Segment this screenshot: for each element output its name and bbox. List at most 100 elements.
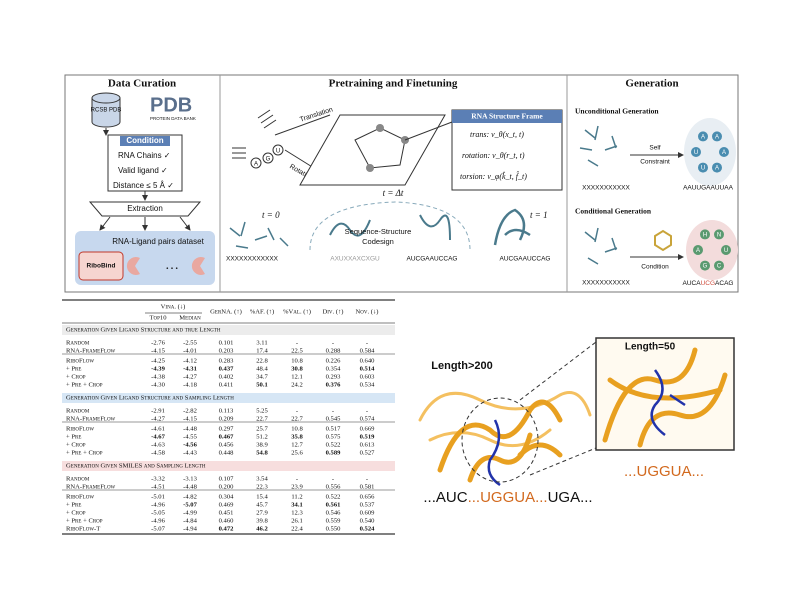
halo: [686, 220, 738, 280]
cell: -4.58: [151, 450, 165, 457]
cell: 0.203: [219, 348, 235, 355]
sequence: XXXXXXXXXXXX: [226, 256, 279, 263]
condition: Distance ≤ 5 Å ✓: [113, 181, 174, 190]
graph-node-label: A: [722, 150, 726, 156]
section-title: Data Curation: [108, 78, 176, 90]
cell: 0.437: [219, 366, 235, 373]
cell: -5.01: [151, 494, 165, 501]
cell: -4.43: [183, 450, 197, 457]
cell: -2.82: [183, 408, 197, 415]
nucleotide: [272, 144, 284, 156]
halo: [684, 118, 736, 186]
cell: -4.51: [151, 484, 165, 491]
pdb-subtitle: PROTEIN DATA BANK: [150, 116, 196, 121]
cell: 22.7: [256, 416, 268, 423]
condition: RNA Chains ✓: [118, 151, 171, 160]
row-label: + Crop: [66, 442, 86, 449]
cell: 0.288: [326, 348, 342, 355]
atom: [366, 164, 374, 172]
cell: 22.4: [291, 526, 303, 533]
structure-panel: Length>200 Length=50 ...AUC...UGGUA...UG…: [418, 337, 735, 506]
seq-part: AUCA: [683, 280, 702, 287]
cell: 0.574: [360, 416, 376, 423]
section-band: [62, 393, 395, 403]
cell: -4.96: [151, 502, 165, 509]
rna-strand: [602, 347, 728, 448]
rna-strand: [437, 399, 563, 483]
cell: 0.460: [219, 518, 235, 525]
seq-part: UGA...: [548, 489, 593, 506]
graph-node: [691, 147, 701, 157]
row-label: RiboFlow: [66, 358, 94, 365]
cell: -4.12: [183, 358, 197, 365]
cell: 0.514: [360, 366, 376, 373]
short-sequence: ...UGGUA...: [624, 463, 704, 480]
row-label: + Pre + Crop: [66, 518, 103, 525]
section-band: [62, 325, 395, 335]
cell: -4.27: [183, 374, 197, 381]
length-label: Length=50: [625, 342, 676, 353]
row-label: + Pre: [66, 366, 81, 373]
cell: -3.13: [183, 476, 197, 483]
cell: 3.54: [256, 476, 268, 483]
database-icon: [91, 92, 121, 128]
ligand: [487, 419, 501, 487]
section-title: Generation Given Ligand Structure and Sa…: [66, 395, 234, 402]
long-sequence: ...AUC...UGGUA...UGA...: [423, 489, 592, 506]
cell: 11.2: [291, 494, 302, 501]
cell: 0.101: [219, 340, 234, 347]
nucleotide: [262, 152, 274, 164]
cell: -4.94: [183, 526, 197, 533]
codesign: Codesign: [362, 237, 394, 246]
frames-random: [584, 227, 618, 265]
cell: -: [296, 340, 298, 347]
graph-node-label: G: [703, 264, 708, 270]
graph-node-label: U: [694, 150, 698, 156]
frame-header: [452, 110, 562, 123]
cell: 3.11: [256, 340, 267, 347]
cell: 12.1: [291, 374, 303, 381]
cell: -: [366, 408, 368, 415]
cell: -: [332, 476, 334, 483]
row-label: RiboFlow: [66, 494, 94, 501]
frame-line: trans: v_θ(x_t, t): [470, 130, 524, 139]
cell: -: [332, 408, 334, 415]
cell: -2.55: [183, 340, 197, 347]
cell: 0.304: [219, 494, 235, 501]
cell: 0.540: [360, 518, 376, 525]
graph-node-label: C: [717, 264, 722, 270]
intermediate-structure: [329, 214, 451, 241]
cell: 0.603: [360, 374, 376, 381]
cell: 17.4: [256, 348, 268, 355]
extraction: Extraction: [127, 204, 163, 213]
rna-strand: [418, 391, 592, 448]
row-label: Random: [66, 476, 90, 483]
graph-node-label: A: [701, 134, 705, 140]
final-structure: [493, 208, 531, 246]
cell: -5.07: [183, 502, 197, 509]
arrow-label: Condition: [641, 264, 669, 271]
frame-title: RNA Structure Frame: [471, 112, 543, 121]
cell: 24.2: [291, 382, 303, 389]
cell: 0.589: [326, 450, 342, 457]
arrow: [179, 216, 191, 231]
nucleotide-label: U: [276, 149, 280, 155]
cell: -3.32: [151, 476, 165, 483]
cell: 0.472: [219, 526, 235, 533]
cell: 39.8: [256, 518, 268, 525]
cell: 0.411: [219, 382, 234, 389]
cell: 22.3: [256, 484, 268, 491]
cell: 0.226: [326, 358, 342, 365]
graph-node-label: A: [715, 134, 719, 140]
condition-title: Condition: [126, 136, 163, 145]
cell: 45.7: [256, 502, 268, 509]
cell: 27.9: [256, 510, 268, 517]
graph-node: [700, 229, 710, 240]
graph-node: [693, 245, 703, 255]
pair-icon: [126, 257, 140, 275]
cell: 0.200: [219, 484, 235, 491]
cell: 0.522: [326, 442, 341, 449]
cell: 0.527: [360, 450, 376, 457]
cell: -4.38: [151, 374, 165, 381]
cell: -4.67: [151, 434, 165, 441]
